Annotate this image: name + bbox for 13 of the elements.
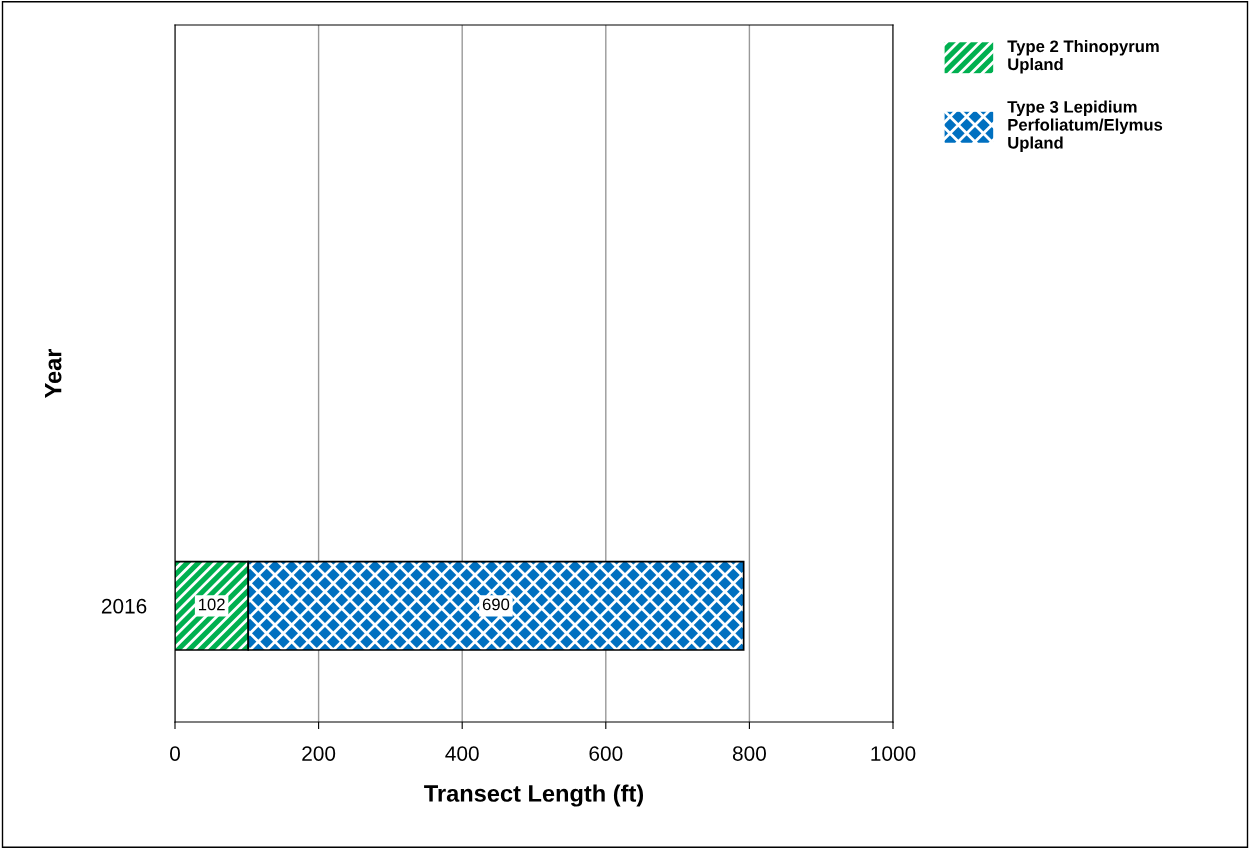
y-axis-title: Year <box>45 348 62 399</box>
data-label: 102 <box>198 598 225 611</box>
x-axis-title: Transect Length (ft) <box>424 784 644 807</box>
x-tick-label: 1000 <box>871 746 916 761</box>
x-tick-label: 0 <box>170 746 180 761</box>
x-tick-label: 400 <box>445 746 479 761</box>
legend-label: Type 3 Lepidium Perfoliatum/Elymus Upland <box>1007 100 1163 152</box>
x-tick-label: 800 <box>732 746 766 761</box>
legend-label: Type 2 Thinopyrum Upland <box>1007 40 1159 74</box>
x-tick-label: 600 <box>589 746 623 761</box>
data-label: 690 <box>482 598 510 611</box>
y-tick-label: 2016 <box>101 598 147 614</box>
x-tick-label: 200 <box>302 746 336 761</box>
